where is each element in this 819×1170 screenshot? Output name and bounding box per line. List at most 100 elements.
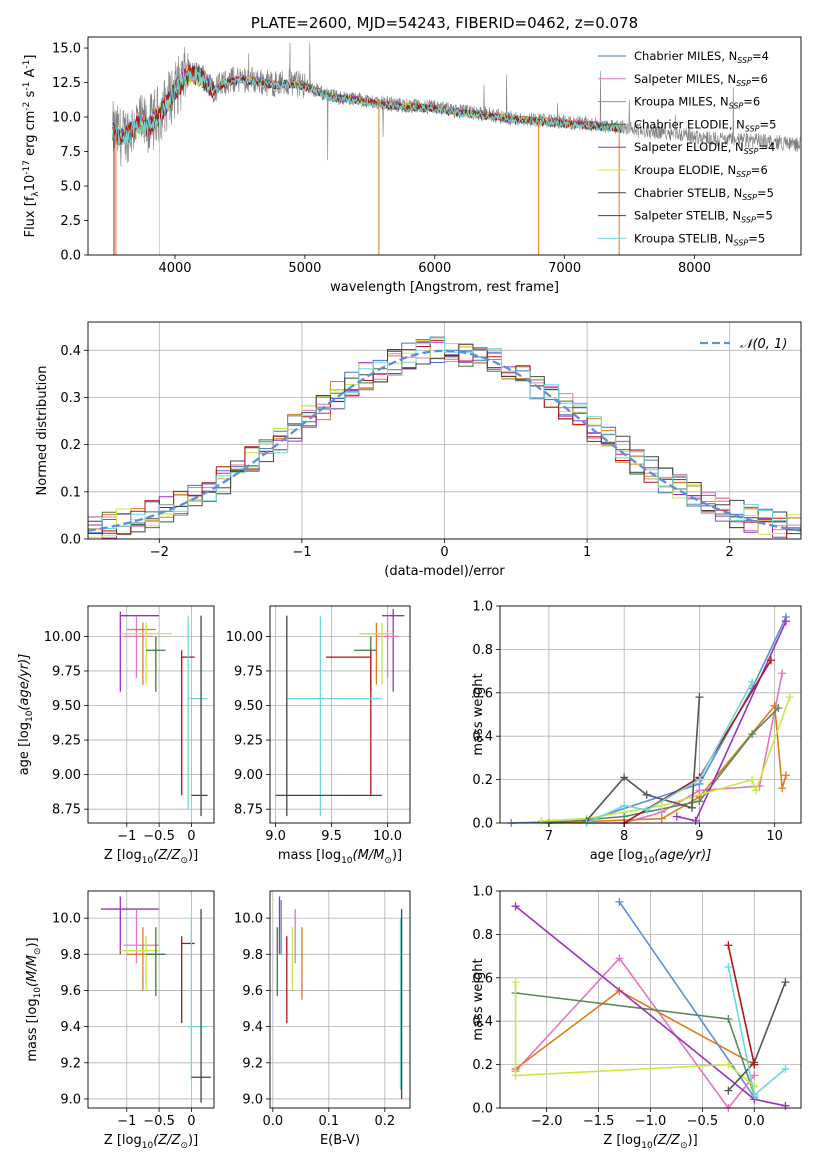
legend-label: Kroupa ELODIE, NSSP=6 bbox=[634, 163, 768, 179]
mass-weight-vs-metallicity-panel: −2.0 −1.5 −1.0 −0.5 0.0 0.0 0.2 0.4 0.6 0.8 1.0 Z [… bbox=[471, 885, 802, 1151]
y-tick-label: 9.25 bbox=[234, 734, 263, 749]
histogram-step-8 bbox=[88, 337, 801, 529]
x-tick-label: 0.0 bbox=[744, 1114, 765, 1129]
y-tick-label: 9.6 bbox=[242, 984, 263, 999]
y-tick-label: 7.5 bbox=[60, 145, 81, 160]
y-tick-label: 0.2 bbox=[472, 773, 493, 788]
y-axis-label: age [log10(age/yr)] bbox=[17, 654, 35, 776]
x-tick-label: −1 bbox=[117, 1114, 136, 1129]
gaussian-curve bbox=[88, 349, 801, 532]
mass-weight-line-0 bbox=[618, 901, 755, 1098]
model-line-8 bbox=[112, 68, 622, 147]
mass-weight-marker bbox=[748, 775, 757, 784]
legend-label: Salpeter ELODIE, NSSP=4 bbox=[634, 140, 775, 156]
x-tick-label: 7 bbox=[545, 829, 553, 844]
x-tick-label: 2 bbox=[726, 545, 734, 560]
y-tick-label: 9.8 bbox=[60, 948, 81, 963]
axes-frame bbox=[269, 890, 411, 1109]
axes-frame bbox=[87, 605, 215, 824]
mass-weight-marker bbox=[642, 790, 651, 799]
axes-frame bbox=[87, 36, 802, 256]
y-tick-label: 0.6 bbox=[472, 686, 493, 701]
y-tick-label: 9.2 bbox=[242, 1056, 263, 1071]
x-axis-label: age [log10(age/yr)] bbox=[590, 848, 712, 866]
x-tick-label: −1 bbox=[292, 545, 311, 560]
x-tick-label: 9.5 bbox=[321, 829, 342, 844]
x-tick-label: 10 bbox=[766, 829, 783, 844]
mass-weight-marker bbox=[748, 730, 757, 739]
y-tick-label: 0.0 bbox=[60, 533, 81, 548]
legend: Chabrier MILES, NSSP=4 Salpeter MILES, NS… bbox=[598, 49, 776, 247]
x-tick-label: 0 bbox=[187, 1114, 195, 1129]
mass-weight-marker bbox=[781, 1101, 790, 1110]
mass-weight-marker bbox=[785, 693, 794, 702]
legend-label: Salpeter STELIB, NSSP=5 bbox=[634, 209, 773, 225]
mass-weight-marker bbox=[615, 954, 624, 963]
plot-area bbox=[511, 897, 790, 1112]
x-axis-label: Z [log10(Z/Z⊙)] bbox=[104, 848, 198, 866]
y-tick-label: 1.0 bbox=[472, 885, 493, 900]
mass-weight-line-2 bbox=[548, 703, 787, 824]
y-tick-label: 9.00 bbox=[52, 768, 81, 783]
legend-label: 𝒩(0, 1) bbox=[740, 337, 787, 352]
y-tick-label: 10.00 bbox=[226, 630, 263, 645]
x-tick-label: 6000 bbox=[418, 261, 451, 276]
mass-vs-metallicity-panel: −1 −0.5 0 9.0 9.2 9.4 9.6 9.8 10.0 Z [log10(Z/Z⊙)… bbox=[25, 890, 215, 1151]
y-tick-label: 5.0 bbox=[60, 180, 81, 195]
mass-weight-marker bbox=[672, 812, 681, 821]
x-tick-label: −1 bbox=[117, 829, 136, 844]
histogram-step-6 bbox=[88, 343, 801, 535]
x-axis-label: Z [log10(Z/Z⊙)] bbox=[104, 1133, 198, 1151]
mass-weight-marker bbox=[642, 805, 651, 814]
mass-weight-vs-age-panel: 7 8 9 10 0.0 0.2 0.4 0.6 0.8 1.0 age [log10(age/yr… bbox=[471, 600, 802, 866]
legend: 𝒩(0, 1) bbox=[700, 337, 787, 352]
y-tick-label: 9.4 bbox=[242, 1020, 263, 1035]
mass-weight-marker bbox=[781, 617, 790, 626]
y-tick-label: 9.50 bbox=[234, 699, 263, 714]
mass-weight-marker bbox=[724, 962, 733, 971]
y-tick-label: 0.4 bbox=[472, 730, 493, 745]
y-axis-label: Flux [fλ10-17 erg cm-2 s-1 A-1] bbox=[22, 55, 41, 238]
y-tick-label: 8.75 bbox=[234, 803, 263, 818]
y-tick-label: 0.3 bbox=[60, 391, 81, 406]
y-axis-label: mass weight bbox=[471, 673, 486, 755]
axes-frame bbox=[269, 605, 411, 824]
x-axis-label: (data-model)/error bbox=[384, 564, 505, 579]
y-tick-label: 9.75 bbox=[52, 664, 81, 679]
y-tick-label: 0.4 bbox=[60, 344, 81, 359]
mass-vs-extinction-panel: 0.0 0.1 0.2 9.0 9.2 9.4 9.6 9.8 10.0 E(B-V) bbox=[234, 890, 411, 1148]
plot-area bbox=[100, 896, 211, 1103]
y-tick-label: 9.4 bbox=[60, 1020, 81, 1035]
mass-weight-marker bbox=[657, 814, 666, 823]
x-tick-label: 8 bbox=[620, 829, 628, 844]
y-tick-label: 9.8 bbox=[242, 948, 263, 963]
mass-weight-line-0 bbox=[511, 616, 787, 824]
mass-weight-marker bbox=[511, 1071, 520, 1080]
y-tick-label: 15.0 bbox=[52, 42, 81, 57]
mass-weight-marker bbox=[615, 897, 624, 906]
y-tick-label: 0.2 bbox=[472, 1058, 493, 1073]
y-tick-label: 12.5 bbox=[52, 76, 81, 91]
plot-area bbox=[112, 42, 801, 255]
legend-label: Salpeter MILES, NSSP=6 bbox=[634, 72, 768, 88]
mass-weight-marker bbox=[620, 773, 629, 782]
residual-histogram-panel: −2 −1 0 1 2 0.0 0.1 0.2 0.3 0.4 (data-model)/error… bbox=[35, 321, 802, 579]
y-tick-label: 9.2 bbox=[60, 1056, 81, 1071]
axes-frame bbox=[499, 890, 802, 1109]
mass-weight-marker bbox=[657, 801, 666, 810]
x-tick-label: −1.5 bbox=[583, 1114, 615, 1129]
legend-label: Chabrier MILES, NSSP=4 bbox=[634, 49, 769, 65]
x-tick-label: 1 bbox=[583, 545, 591, 560]
x-tick-label: 10.0 bbox=[373, 829, 402, 844]
mass-weight-marker bbox=[537, 816, 546, 825]
legend-label: Kroupa STELIB, NSSP=5 bbox=[634, 231, 765, 247]
x-axis-label: E(B-V) bbox=[320, 1133, 360, 1148]
y-axis-label: Normed distribution bbox=[35, 366, 50, 496]
legend-label: Chabrier ELODIE, NSSP=5 bbox=[634, 117, 776, 133]
mass-weight-marker bbox=[511, 902, 520, 911]
x-tick-label: 9 bbox=[695, 829, 703, 844]
mass-weight-marker bbox=[748, 677, 757, 686]
y-axis-label: mass weight bbox=[471, 958, 486, 1040]
plot-area bbox=[507, 612, 794, 827]
y-tick-label: 0.6 bbox=[472, 971, 493, 986]
